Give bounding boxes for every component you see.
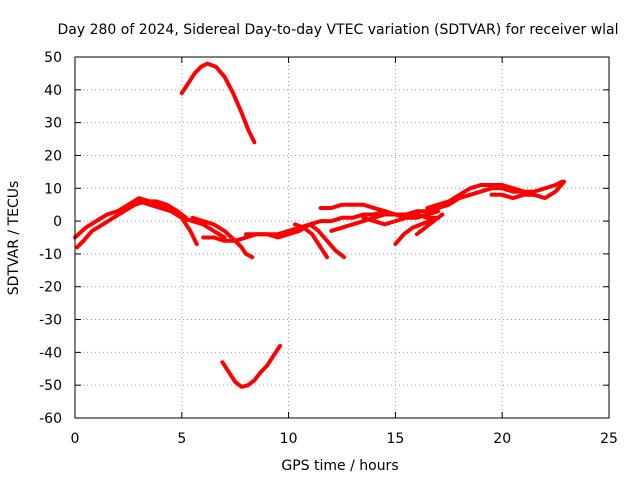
- y-tick-label: -10: [39, 247, 62, 263]
- y-tick-label: 50: [44, 50, 62, 66]
- series-track-11: [361, 209, 441, 227]
- y-tick-label: 40: [44, 83, 62, 99]
- axis-ticks: 0 5 10 15 20 25 -60 -50 -40 -30 -20 -10 0 10 20 30 40 50: [39, 50, 618, 447]
- series-track-19: [220, 343, 283, 389]
- y-tick-label: -50: [39, 378, 62, 394]
- x-tick-label: 25: [600, 431, 618, 447]
- series-track-16: [489, 179, 567, 201]
- data-series: [73, 61, 567, 389]
- y-axis-label: SDTVAR / TECUs: [6, 181, 22, 296]
- series-track-8: [308, 222, 347, 260]
- y-tick-label: 20: [44, 148, 62, 164]
- series-track-2: [75, 199, 189, 250]
- x-axis-label: GPS time / hours: [281, 458, 398, 474]
- series-track-18: [179, 61, 257, 145]
- y-tick-label: 30: [44, 116, 62, 132]
- x-tick-label: 5: [177, 431, 186, 447]
- chart-title: Day 280 of 2024, Sidereal Day-to-day VTE…: [57, 22, 618, 38]
- plot-frame: [74, 56, 610, 419]
- series-track-7: [293, 222, 329, 260]
- y-tick-label: -30: [39, 313, 62, 329]
- x-tick-label: 0: [71, 431, 80, 447]
- series-track-12: [393, 215, 441, 247]
- series-track-15: [425, 183, 526, 210]
- y-tick-label: -40: [39, 345, 62, 361]
- x-tick-label: 15: [386, 431, 404, 447]
- series-track-9: [318, 202, 398, 217]
- y-tick-label: 10: [44, 181, 62, 197]
- x-tick-label: 20: [493, 431, 511, 447]
- y-tick-label: 0: [53, 214, 62, 230]
- series-track-3: [137, 199, 227, 240]
- series-track-4: [190, 215, 255, 260]
- y-tick-label: -20: [39, 280, 62, 296]
- y-tick-label: -60: [39, 411, 62, 427]
- grid: [75, 57, 609, 418]
- series-track-17: [500, 179, 564, 194]
- x-tick-label: 10: [280, 431, 298, 447]
- series-track-13: [414, 212, 445, 237]
